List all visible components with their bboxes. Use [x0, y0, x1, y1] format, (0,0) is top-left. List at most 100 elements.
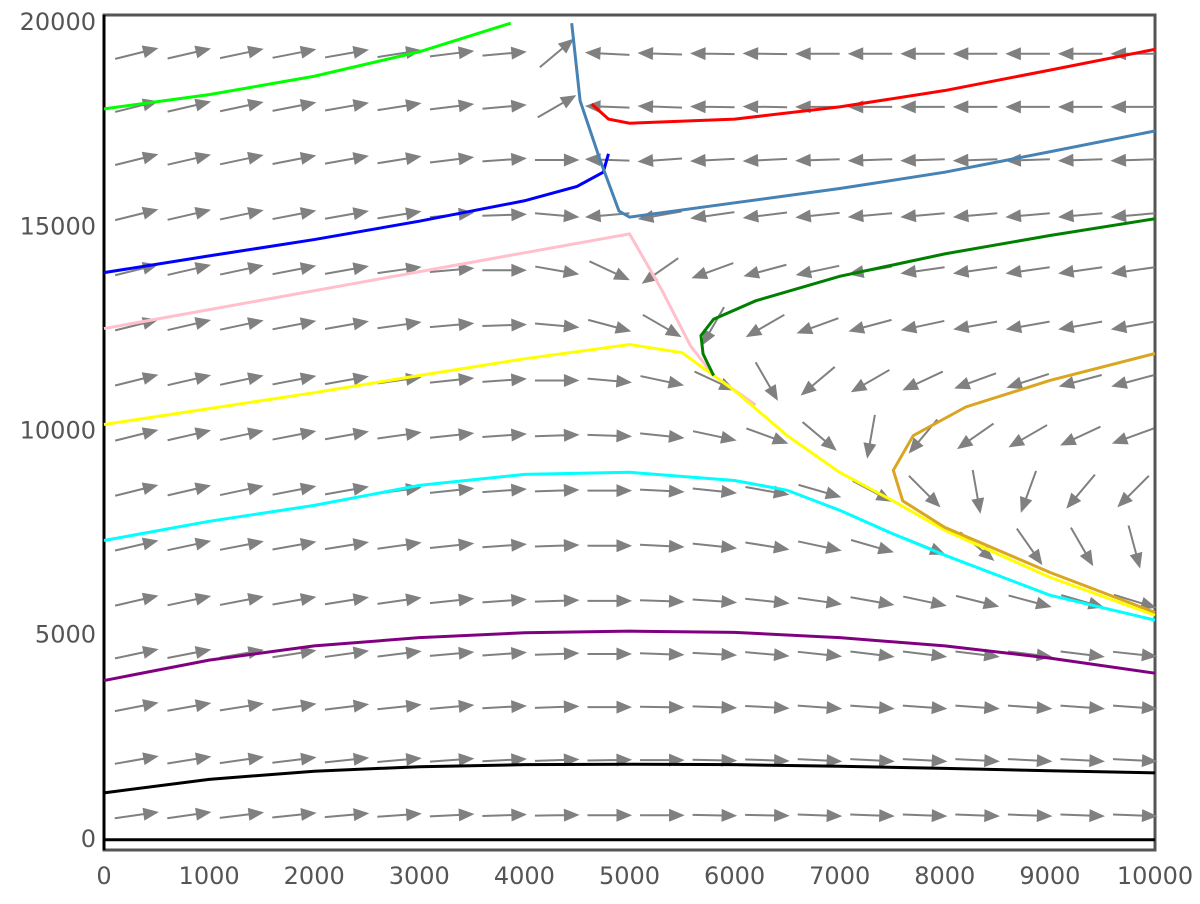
vector-arrow	[219, 593, 264, 606]
vector-arrow	[167, 317, 212, 332]
vector-arrow	[114, 372, 159, 387]
vector-arrow	[219, 372, 264, 386]
vector-arrow	[689, 100, 735, 114]
vector-arrow	[1005, 320, 1050, 334]
vector-arrow	[692, 430, 737, 444]
vector-arrow	[219, 98, 264, 113]
vector-arrow	[952, 209, 998, 223]
vector-arrow	[219, 752, 265, 766]
vector-arrow	[692, 808, 738, 822]
vector-arrow	[534, 209, 580, 223]
vector-arrow	[640, 753, 685, 767]
vector-arrow	[701, 306, 725, 346]
vector-arrow	[587, 594, 633, 608]
vector-arrow	[1060, 648, 1105, 662]
vector-arrow	[537, 95, 577, 119]
vector-arrow	[1008, 594, 1052, 610]
vector-arrow	[1117, 475, 1150, 508]
vector-arrow	[587, 808, 633, 822]
vector-arrow	[900, 264, 945, 278]
vector-arrow	[902, 701, 948, 715]
vector-arrow	[1058, 264, 1103, 278]
vector-arrow	[429, 318, 475, 332]
vector-arrow	[482, 646, 527, 660]
vector-arrow	[850, 369, 890, 393]
vector-arrow	[482, 428, 527, 442]
x-tick-label: 0	[96, 862, 111, 890]
vector-arrow	[429, 593, 475, 607]
vector-arrow	[1112, 701, 1158, 715]
vector-arrow	[850, 754, 895, 768]
vector-arrow	[1127, 525, 1143, 569]
vector-arrow	[850, 539, 894, 555]
x-tick-label: 5000	[599, 862, 660, 890]
vector-arrow	[272, 646, 317, 660]
vector-arrow	[1070, 527, 1094, 567]
vector-arrow	[1057, 153, 1103, 167]
x-tick-label: 9000	[1019, 862, 1080, 890]
vector-arrow	[587, 753, 633, 767]
vector-arrow	[324, 427, 369, 441]
vector-arrow	[167, 372, 212, 387]
x-tick-label: 6000	[704, 862, 765, 890]
trajectory	[103, 470, 1156, 622]
vector-arrow	[429, 646, 475, 660]
vector-arrow	[429, 152, 475, 166]
vector-arrow	[952, 47, 998, 61]
vector-arrow	[801, 421, 837, 451]
y-tick-label: 15000	[20, 212, 96, 240]
vector-arrow	[796, 317, 839, 335]
vector-arrow	[692, 595, 738, 608]
vector-arrow	[482, 538, 527, 552]
vector-arrow	[429, 99, 475, 113]
vector-arrow	[1110, 320, 1155, 334]
vector-arrow	[1113, 593, 1157, 610]
vector-arrow	[219, 427, 264, 441]
vector-arrow	[324, 152, 369, 165]
vector-arrow	[534, 647, 580, 661]
vector-arrow	[324, 317, 369, 331]
vector-arrow	[1060, 701, 1105, 715]
vector-arrow	[167, 151, 212, 166]
vector-arrow	[482, 753, 527, 767]
vector-arrow	[903, 595, 947, 609]
vector-arrow	[167, 646, 212, 659]
vector-arrow	[324, 99, 369, 112]
vector-arrow	[272, 372, 317, 386]
vector-arrow	[324, 262, 369, 276]
vector-arrow	[847, 153, 893, 167]
vector-arrow	[954, 372, 997, 390]
vector-arrow	[1008, 424, 1048, 448]
vector-arrow	[482, 808, 527, 822]
x-tick-label: 10000	[1117, 862, 1193, 890]
vector-arrow	[691, 262, 734, 280]
vector-arrow	[324, 207, 369, 221]
vector-arrow	[377, 99, 422, 113]
vector-arrow	[534, 153, 580, 167]
vector-arrow	[114, 592, 159, 607]
vector-arrow	[219, 207, 264, 221]
vector-arrow	[847, 47, 893, 61]
vector-arrow	[797, 701, 843, 715]
vector-arrow	[640, 647, 685, 661]
vector-arrow	[584, 46, 630, 60]
x-tick-label: 8000	[914, 862, 975, 890]
vector-arrow	[692, 485, 738, 498]
vector-arrow	[272, 45, 317, 59]
vector-arrow	[795, 153, 840, 167]
vector-arrow	[114, 807, 159, 821]
vector-arrow	[587, 429, 633, 443]
vector-arrow	[953, 320, 998, 334]
vector-arrow	[742, 100, 788, 114]
vector-arrow	[754, 361, 778, 401]
trajectory	[103, 342, 1156, 617]
vector-arrow	[219, 45, 264, 60]
vector-arrow	[272, 207, 317, 221]
vector-arrow	[745, 595, 790, 609]
vector-arrow	[219, 317, 264, 331]
vector-arrow	[324, 593, 370, 607]
vector-arrow	[539, 38, 575, 69]
vector-arrow	[1111, 374, 1155, 389]
vector-arrow	[692, 540, 738, 554]
vector-arrow	[955, 754, 1000, 768]
